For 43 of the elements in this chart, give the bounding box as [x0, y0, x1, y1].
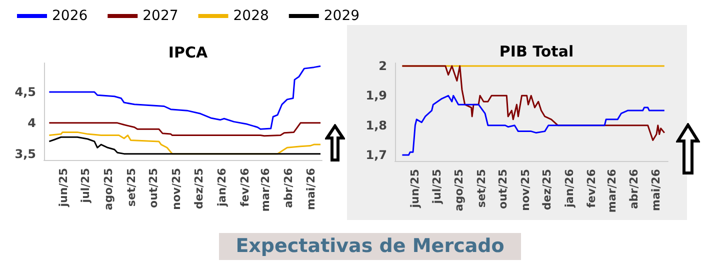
x-tick-label: nov/25	[170, 168, 184, 210]
x-tick-label: jan/26	[562, 168, 576, 208]
text: Expectativas de Mercado	[219, 233, 521, 260]
line-series	[48, 122, 322, 137]
y-tick-label: 2	[378, 58, 387, 73]
x-tick-label: jun/25	[408, 169, 422, 209]
y-tick-label: 4	[28, 116, 36, 130]
y-tick-label: 4,5	[14, 85, 36, 100]
y-tick-label: 3,5	[14, 146, 36, 161]
x-tick-label: dez/25	[540, 169, 554, 210]
line-series	[48, 136, 322, 155]
legend-label: 2027	[142, 8, 178, 24]
x-tick-label: jul/25	[79, 168, 92, 204]
x-tick-label: dez/25	[192, 168, 206, 210]
x-tick-label: mai/26	[304, 168, 318, 210]
x-tick-label: out/25	[147, 168, 160, 208]
legend-label: 2026	[52, 8, 88, 24]
x-tick-label: mai/26	[649, 168, 662, 211]
x-tick-label: out/25	[496, 169, 510, 209]
x-tick-label: fev/26	[238, 168, 252, 207]
legend-label: 2029	[324, 8, 360, 24]
chart-title: PIB Total	[499, 42, 574, 60]
x-tick-label: jan/26	[215, 168, 228, 208]
chart-title: IPCA	[168, 44, 208, 62]
x-tick-label: jun/25	[56, 168, 70, 208]
x-tick-label: nov/25	[518, 169, 532, 211]
x-tick-label: fev/26	[585, 168, 598, 208]
y-tick-label: 1,9	[366, 88, 387, 103]
line-series	[401, 94, 666, 156]
x-tick-label: ago/25	[102, 168, 115, 210]
x-tick-label: set/25	[124, 168, 138, 207]
legend-label: 2028	[233, 8, 269, 24]
line-series	[401, 65, 666, 141]
y-tick-label: 1,7	[366, 148, 387, 162]
line-series	[48, 65, 322, 130]
x-tick-label: set/25	[474, 169, 488, 208]
x-tick-label: mar/26	[259, 168, 272, 212]
x-tick-label: jul/25	[430, 169, 444, 205]
x-tick-label: abr/26	[628, 168, 641, 210]
x-tick-label: mar/26	[605, 168, 618, 213]
x-tick-label: abr/26	[282, 168, 296, 208]
x-tick-label: ago/25	[452, 169, 466, 212]
y-tick-label: 1,8	[366, 118, 387, 132]
